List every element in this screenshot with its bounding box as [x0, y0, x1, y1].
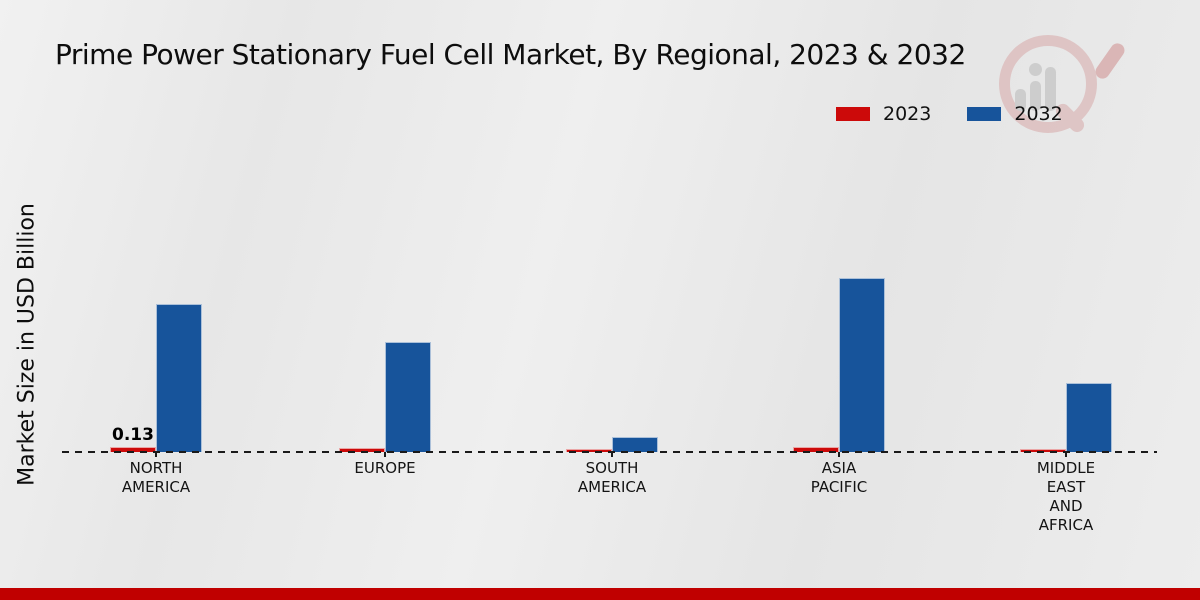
bar-2023-1	[339, 448, 385, 452]
legend: 2023 2032	[836, 103, 1063, 125]
axis-tick	[384, 452, 386, 457]
axis-tick	[611, 452, 613, 457]
bar-2032-3	[839, 278, 885, 452]
watermark-dot-icon	[1029, 63, 1042, 76]
category-label: MIDDLE EAST AND AFRICA	[1036, 459, 1096, 534]
bar-2032-0	[156, 304, 202, 452]
bar-2032-2	[612, 437, 658, 452]
axis-tick	[155, 452, 157, 457]
x-axis-baseline	[62, 451, 1157, 453]
axis-tick	[838, 452, 840, 457]
bar-2023-2	[566, 449, 612, 452]
category-label: EUROPE	[354, 459, 416, 477]
category-label: ASIA PACIFIC	[810, 459, 868, 496]
category-label: SOUTH AMERICA	[577, 459, 647, 496]
chart-title: Prime Power Stationary Fuel Cell Market,…	[55, 38, 966, 71]
watermark-bar-icon	[1030, 81, 1041, 111]
legend-label-2032: 2032	[1014, 103, 1063, 125]
magnifier-bar-chart-watermark-icon	[985, 25, 1145, 135]
bar-value-label: 0.13	[112, 425, 154, 445]
legend-swatch-2032	[967, 107, 1002, 121]
footer-band	[0, 588, 1200, 600]
magnifier-ring-icon	[999, 35, 1097, 133]
axis-tick	[1065, 452, 1067, 457]
bar-2023-4	[1020, 449, 1066, 452]
y-axis-label: Market Size in USD Billion	[14, 203, 40, 486]
watermark-bar-icon	[1045, 67, 1056, 111]
bar-2032-1	[385, 342, 431, 452]
watermark-accent-icon	[1092, 40, 1128, 82]
bar-2032-4	[1066, 383, 1112, 452]
legend-label-2023: 2023	[883, 103, 932, 125]
legend-item-2032: 2032	[967, 103, 1063, 125]
bar-2023-3	[793, 447, 839, 452]
legend-swatch-2023	[836, 107, 870, 121]
bar-2023-0	[110, 447, 156, 452]
category-label: NORTH AMERICA	[121, 459, 191, 496]
watermark-bar-icon	[1015, 89, 1026, 111]
legend-item-2023: 2023	[836, 103, 931, 125]
